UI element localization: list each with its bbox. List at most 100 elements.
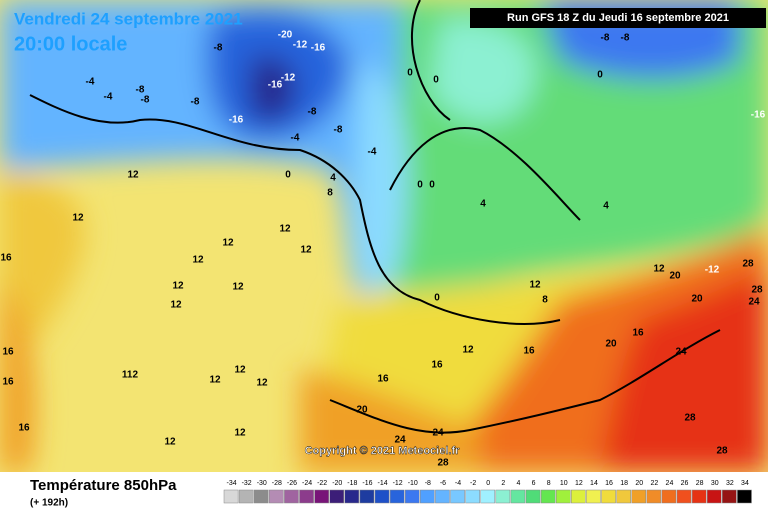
isotherm-label: -12 [705, 265, 720, 276]
isotherm-label: 0 [597, 70, 603, 81]
isotherm-label: 12 [653, 264, 665, 275]
isotherm-label: -12 [293, 40, 308, 51]
legend-tick-label: 4 [516, 480, 520, 487]
isotherm-label: 0 [417, 180, 423, 191]
copyright: Copyright © 2021 Meteociel.fr [305, 445, 461, 457]
legend-swatch [586, 489, 601, 504]
isotherm-label: 24 [432, 428, 444, 439]
legend-swatch [374, 489, 390, 504]
legend-swatch [661, 489, 677, 504]
legend-swatch [480, 489, 496, 504]
legend-tick-label: 20 [635, 480, 643, 487]
legend-tick-label: -18 [347, 480, 357, 487]
isotherm-label: 12 [172, 281, 184, 292]
isotherm-label: -8 [141, 95, 150, 106]
isotherm-label: -16 [311, 43, 326, 54]
legend-swatch [269, 489, 284, 504]
legend-tick-label: -34 [226, 480, 236, 487]
isotherm-label: 12 [256, 378, 268, 389]
isotherm-label: 112 [122, 370, 139, 381]
legend-tick-label: -6 [440, 480, 446, 487]
legend-swatch [601, 489, 616, 504]
legend-tick-label: -24 [302, 480, 312, 487]
isotherm-label: 16 [18, 423, 30, 434]
isotherm-label: 24 [748, 297, 760, 308]
isotherm-label: 0 [429, 180, 435, 191]
legend-swatch [238, 489, 254, 504]
legend-tick-label: 34 [741, 480, 749, 487]
isotherm-label: 12 [529, 280, 541, 291]
isotherm-label: -4 [86, 77, 95, 88]
isotherm-label: 28 [751, 285, 763, 296]
legend-swatch [510, 489, 526, 504]
legend-swatch [571, 489, 586, 504]
isotherm-label: -8 [191, 97, 200, 108]
legend-tick-label: 14 [590, 480, 598, 487]
isotherm-label: 20 [669, 271, 681, 282]
isotherm-label: 12 [234, 365, 246, 376]
isotherm-label: 12 [170, 300, 182, 311]
isotherm-label: 24 [394, 435, 406, 446]
legend-tick-label: -4 [455, 480, 461, 487]
legend-tick-label: -12 [393, 480, 403, 487]
legend-swatch [631, 489, 647, 504]
isotherm-label: -8 [334, 125, 343, 136]
legend-swatch [253, 489, 269, 504]
isotherm-label: -4 [291, 133, 300, 144]
legend-swatch [540, 489, 556, 504]
legend-tick-label: 16 [605, 480, 613, 487]
legend-tick-label: 12 [575, 480, 583, 487]
legend-tick-label: 10 [560, 480, 568, 487]
legend-swatch [676, 489, 692, 504]
isotherm-label: 16 [523, 346, 535, 357]
isotherm-label: 24 [675, 347, 687, 358]
legend-swatch [359, 489, 375, 504]
isotherm-label: -16 [751, 110, 766, 121]
isotherm-label: 28 [742, 259, 754, 270]
legend-swatch [646, 489, 662, 504]
isotherm-label: -16 [229, 115, 244, 126]
isotherm-label: 12 [164, 437, 176, 448]
legend-swatch [223, 489, 239, 504]
isotherm-label: 12 [232, 282, 244, 293]
run-info: Run GFS 18 Z du Jeudi 16 septembre 2021 [507, 12, 729, 24]
legend-tick-label: -32 [242, 480, 252, 487]
legend-tick-label: 32 [726, 480, 734, 487]
isotherm-label: 0 [407, 68, 413, 79]
legend-swatch [314, 489, 329, 504]
isotherm-label: 16 [431, 360, 443, 371]
legend-swatch [722, 489, 737, 504]
isotherm-label: -8 [601, 33, 610, 44]
legend-tick-label: -14 [377, 480, 387, 487]
isotherm-label: 16 [377, 374, 389, 385]
footer-range: (+ 192h) [30, 498, 68, 509]
run-box [470, 8, 766, 28]
legend-tick-label: -22 [317, 480, 327, 487]
legend-tick-label: 0 [486, 480, 490, 487]
isotherm-label: 0 [285, 170, 291, 181]
legend-tick-label: -10 [408, 480, 418, 487]
isotherm-label: 4 [603, 201, 609, 212]
isotherm-label: 20 [691, 294, 703, 305]
legend-swatch [495, 489, 511, 504]
legend-swatch [691, 489, 707, 504]
isotherm-label: 8 [327, 188, 333, 199]
footer-title: Température 850hPa [30, 477, 177, 494]
isotherm-label: 4 [330, 173, 336, 184]
legend-tick-label: 24 [666, 480, 674, 487]
isotherm-label: 12 [192, 255, 204, 266]
legend-tick-label: -28 [272, 480, 282, 487]
legend-tick-label: -8 [425, 480, 431, 487]
legend-tick-label: 18 [620, 480, 628, 487]
legend-tick-label: 30 [711, 480, 719, 487]
forecast-time: 20:00 locale [14, 33, 127, 55]
isotherm-label: 0 [434, 293, 440, 304]
legend-swatch [389, 489, 405, 504]
forecast-date: Vendredi 24 septembre 2021 [14, 9, 243, 28]
isotherm-label: -16 [268, 80, 283, 91]
legend-tick-label: -30 [257, 480, 267, 487]
legend-tick-label: 28 [696, 480, 704, 487]
legend-swatch [465, 489, 480, 504]
